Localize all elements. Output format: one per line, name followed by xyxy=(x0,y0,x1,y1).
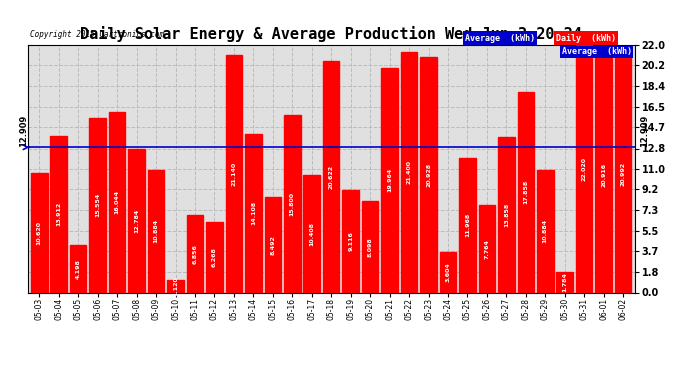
Text: 20.622: 20.622 xyxy=(328,165,334,189)
Text: 12.909: 12.909 xyxy=(640,115,649,147)
Bar xyxy=(342,190,359,292)
Text: Daily  (kWh): Daily (kWh) xyxy=(556,33,616,42)
Text: 6.856: 6.856 xyxy=(193,244,197,264)
Bar xyxy=(362,201,378,292)
Bar xyxy=(226,55,242,292)
Text: 12.909: 12.909 xyxy=(19,115,28,147)
Text: Copyright 2015 Cartronics.com: Copyright 2015 Cartronics.com xyxy=(30,30,164,39)
Title: Daily Solar Energy & Average Production Wed Jun 3 20:24: Daily Solar Energy & Average Production … xyxy=(80,27,582,42)
Bar xyxy=(576,45,593,292)
Text: 16.044: 16.044 xyxy=(115,190,119,214)
Text: 6.268: 6.268 xyxy=(212,247,217,267)
Bar xyxy=(479,205,495,292)
Text: 3.604: 3.604 xyxy=(446,262,451,282)
Bar xyxy=(128,148,145,292)
Text: 9.116: 9.116 xyxy=(348,231,353,251)
Text: 10.884: 10.884 xyxy=(543,219,548,243)
Text: 11.968: 11.968 xyxy=(465,213,470,237)
Text: 22.020: 22.020 xyxy=(582,157,586,181)
Text: 15.554: 15.554 xyxy=(95,193,100,217)
Text: 4.198: 4.198 xyxy=(76,259,81,279)
Bar xyxy=(50,136,67,292)
Bar xyxy=(420,57,437,292)
Bar xyxy=(31,173,48,292)
Text: 12.784: 12.784 xyxy=(134,209,139,233)
Bar xyxy=(382,68,398,292)
Bar xyxy=(401,52,417,292)
Text: 10.408: 10.408 xyxy=(309,222,314,246)
Bar xyxy=(537,170,553,292)
Text: 10.620: 10.620 xyxy=(37,221,42,245)
Bar xyxy=(323,60,339,292)
Text: 20.992: 20.992 xyxy=(620,162,626,186)
Text: Average  (kWh): Average (kWh) xyxy=(562,48,632,57)
Text: 14.108: 14.108 xyxy=(251,201,256,225)
Bar xyxy=(615,56,631,292)
Bar xyxy=(304,176,320,292)
Bar xyxy=(284,115,301,292)
Text: 20.928: 20.928 xyxy=(426,163,431,187)
Bar xyxy=(459,158,475,292)
Text: 8.098: 8.098 xyxy=(368,237,373,257)
Text: 19.964: 19.964 xyxy=(387,168,392,192)
Text: 21.140: 21.140 xyxy=(231,162,237,186)
Text: 1.120: 1.120 xyxy=(173,276,178,296)
Bar xyxy=(206,222,223,292)
Text: 21.400: 21.400 xyxy=(406,160,411,184)
Text: 17.858: 17.858 xyxy=(523,180,529,204)
Text: Average  (kWh): Average (kWh) xyxy=(465,33,535,42)
Text: 10.884: 10.884 xyxy=(154,219,159,243)
Bar xyxy=(518,92,534,292)
Bar xyxy=(498,136,515,292)
Bar xyxy=(187,215,204,292)
Bar xyxy=(109,112,126,292)
Bar xyxy=(167,280,184,292)
Bar xyxy=(90,117,106,292)
Text: 7.764: 7.764 xyxy=(484,239,489,259)
Text: 13.912: 13.912 xyxy=(57,202,61,226)
Text: 13.858: 13.858 xyxy=(504,202,509,226)
Bar xyxy=(440,252,456,292)
Text: 20.916: 20.916 xyxy=(601,163,606,187)
Bar xyxy=(264,197,281,292)
Text: 8.492: 8.492 xyxy=(270,235,275,255)
Bar xyxy=(245,134,262,292)
Bar xyxy=(148,170,164,292)
Bar xyxy=(556,272,573,292)
Bar xyxy=(70,245,86,292)
Text: 1.784: 1.784 xyxy=(562,273,567,292)
Bar xyxy=(595,57,612,292)
Text: 15.800: 15.800 xyxy=(290,192,295,216)
